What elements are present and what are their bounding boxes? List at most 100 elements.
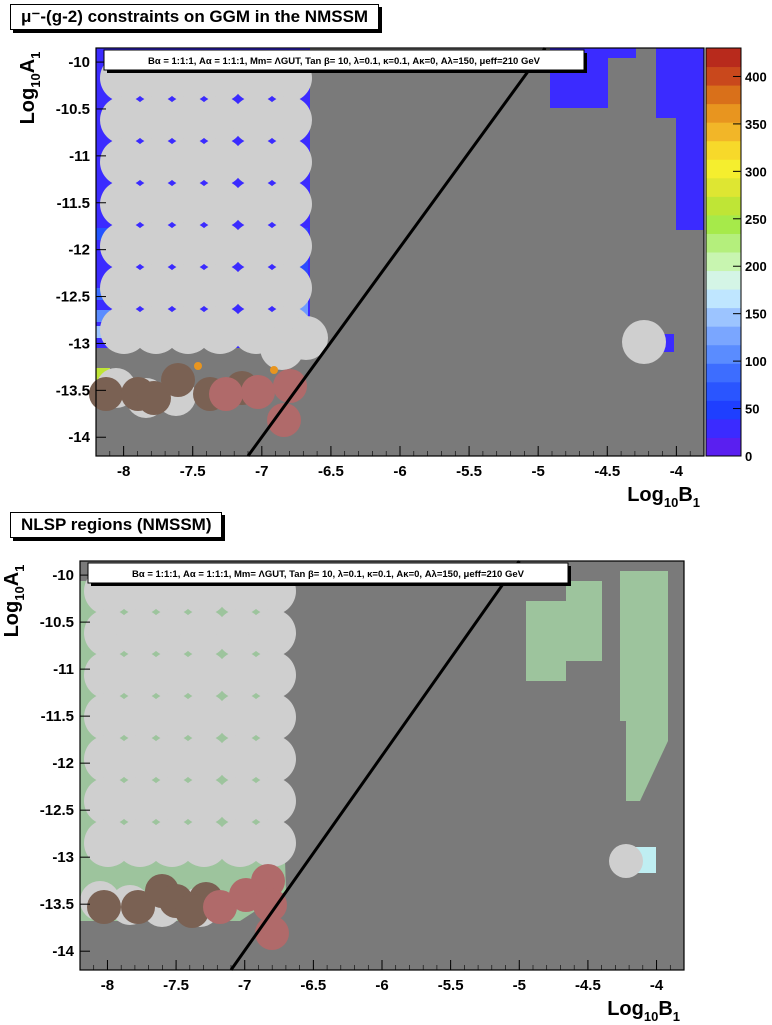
region-green-topright <box>526 581 602 681</box>
light-grey-point <box>260 326 304 370</box>
y-tick-label: -11 <box>53 661 74 678</box>
colorbar-cell <box>706 400 741 420</box>
colorbar-cell <box>706 270 741 290</box>
orange-point <box>270 366 278 374</box>
colorbar-cell <box>706 252 741 272</box>
x-axis-label: Log10B1 <box>607 998 680 1024</box>
x-tick-label: -8 <box>101 977 114 994</box>
colorbar-cell <box>706 48 741 68</box>
light-grey-point <box>196 180 244 228</box>
light-grey-point <box>196 138 244 186</box>
x-tick-label: -5 <box>532 463 545 480</box>
colorbar-tick-label: 400 <box>745 69 767 84</box>
colorbar-cell <box>706 103 741 123</box>
light-grey-point <box>180 693 228 741</box>
colorbar-cell <box>706 196 741 216</box>
info-box <box>103 49 585 71</box>
colorbar-tick-label: 350 <box>745 117 767 132</box>
rose-point <box>267 403 301 437</box>
light-grey-point <box>196 264 244 312</box>
x-tick-label: -5 <box>513 977 526 994</box>
colorbar-cell <box>706 159 741 179</box>
x-tick-label: -7.5 <box>163 977 189 994</box>
colorbar-frame <box>705 47 742 457</box>
light-grey-point <box>248 609 296 657</box>
x-axis-label: Log10B1 <box>627 484 700 510</box>
info-box <box>87 562 569 584</box>
rose-point <box>273 369 307 403</box>
rose-point <box>203 890 237 924</box>
x-tick-label: -6.5 <box>318 463 344 480</box>
colorbar-cell <box>706 122 741 142</box>
light-grey-point <box>180 819 228 867</box>
y-tick-label: -11.5 <box>41 708 74 725</box>
y-axis-label: Log10A1 <box>17 52 43 125</box>
light-grey-point <box>264 96 312 144</box>
x-tick-label: -7 <box>255 463 268 480</box>
y-tick-label: -12 <box>68 242 90 259</box>
y-tick-label: -12.5 <box>40 802 74 819</box>
region-green-topright <box>620 571 668 801</box>
brown-point <box>121 890 155 924</box>
colorbar: 0 50 100 150 200 250 300 350 400 <box>705 47 767 464</box>
y-tick-label: -12 <box>52 755 74 772</box>
brown-point <box>137 381 171 415</box>
colorbar-cell <box>706 418 741 438</box>
light-grey-point <box>196 306 244 354</box>
light-grey-point <box>180 777 228 825</box>
diagonal-line <box>246 47 547 457</box>
light-grey-point <box>248 819 296 867</box>
colorbar-tick-label: 100 <box>745 354 767 369</box>
colorbar-cell <box>706 344 741 364</box>
y-tick-label: -10.5 <box>40 614 74 631</box>
light-grey-point <box>264 180 312 228</box>
x-tick-label: -6 <box>375 977 388 994</box>
x-tick-label: -4 <box>670 463 684 480</box>
x-tick-label: -6 <box>393 463 406 480</box>
x-tick-label: -7.5 <box>180 463 206 480</box>
light-grey-point <box>248 693 296 741</box>
light-grey-point <box>609 844 643 878</box>
light-grey-point <box>622 320 666 364</box>
light-grey-point <box>248 651 296 699</box>
light-grey-point <box>196 96 244 144</box>
light-grey-point <box>264 138 312 186</box>
colorbar-cell <box>706 326 741 346</box>
diagonal-line <box>229 560 521 971</box>
rose-point <box>241 375 275 409</box>
colorbar-cell <box>706 177 741 197</box>
chart-bottom: -8 -7.5 -7 -6.5 -6 -5.5 -5 -4.5 -4 -10 -10.5 -11 -11… <box>1 560 685 1024</box>
light-grey-point <box>180 609 228 657</box>
rose-point <box>255 916 289 950</box>
colorbar-cell <box>706 214 741 234</box>
y-tick-label: -14 <box>52 943 74 960</box>
light-grey-point <box>180 651 228 699</box>
light-grey-point <box>248 735 296 783</box>
y-tick-label: -14 <box>68 429 90 446</box>
rose-point <box>253 888 287 922</box>
chart-title-top: μ⁻-(g-2) constraints on GGM in the NMSSM <box>10 4 380 30</box>
x-tick-label: -4.5 <box>594 463 620 480</box>
x-tick-label: -5.5 <box>456 463 482 480</box>
chart-title-bottom: NLSP regions (NMSSM) <box>10 512 223 538</box>
colorbar-cell <box>706 363 741 383</box>
x-tick-label: -4.5 <box>575 977 601 994</box>
y-tick-label: -12.5 <box>56 289 90 306</box>
brown-point <box>87 890 121 924</box>
colorbar-cell <box>706 289 741 309</box>
orange-point <box>194 362 202 370</box>
colorbar-tick-label: 250 <box>745 212 767 227</box>
colorbar-tick-label: 150 <box>745 307 767 322</box>
light-grey-point <box>180 735 228 783</box>
brown-point <box>89 377 123 411</box>
info-box-text: Bα = 1:1:1, Aα = 1:1:1, Mm= ΛGUT, Tan β=… <box>132 569 525 580</box>
colorbar-tick-label: 0 <box>745 449 752 464</box>
y-tick-label: -13.5 <box>56 382 90 399</box>
colorbar-cell <box>706 85 741 105</box>
y-tick-label: -10 <box>68 54 90 71</box>
x-tick-label: -6.5 <box>300 977 326 994</box>
colorbar-tick-label: 50 <box>745 402 759 417</box>
light-grey-point <box>264 264 312 312</box>
y-tick-label: -10.5 <box>56 101 90 118</box>
